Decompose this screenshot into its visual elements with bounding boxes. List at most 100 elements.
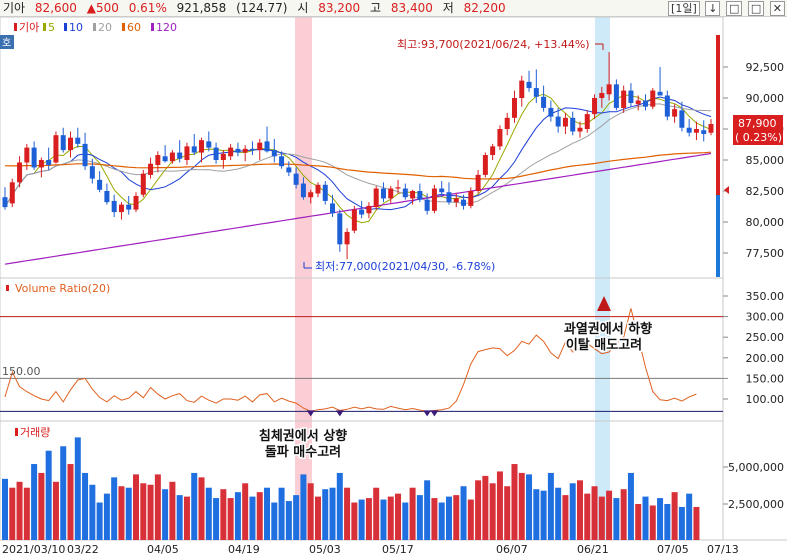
candle-body xyxy=(104,191,110,203)
candle-body xyxy=(548,107,554,117)
volume-bar xyxy=(67,464,74,540)
volume-ratio-tick-label: 300.00 xyxy=(746,311,785,324)
price-tick-label: 77,500 xyxy=(746,247,785,260)
candle-body xyxy=(642,100,648,107)
volume-bar xyxy=(431,498,438,540)
volume-bar xyxy=(562,495,569,540)
window-controls: [1일] ↓ □ □ ✕ xyxy=(666,0,785,17)
volume-bar xyxy=(89,484,96,540)
candle-body xyxy=(446,192,452,203)
candle-body xyxy=(533,88,539,97)
date-tick-label: 07/05 xyxy=(657,543,689,556)
volume-bar xyxy=(489,483,496,540)
low-label: 저 xyxy=(442,1,454,15)
legend-swatch xyxy=(64,23,67,31)
candle-body xyxy=(664,95,670,117)
volume-bar xyxy=(242,483,249,540)
volume-bar xyxy=(533,489,540,540)
date-tick-label: 07/13 xyxy=(707,543,739,556)
volume-bar xyxy=(285,501,292,540)
candle-body xyxy=(351,209,357,231)
volume-ratio-tick-label: 100.00 xyxy=(746,393,785,406)
volume-ratio-ref-label: 150.00 xyxy=(2,365,41,378)
volume-tick-label: 2,500,000 xyxy=(728,498,784,511)
candle-body xyxy=(679,110,685,128)
volume-ratio-title: Volume Ratio(20) xyxy=(15,282,110,295)
candle-body xyxy=(628,90,634,103)
candle-body xyxy=(453,198,459,203)
restore-icon[interactable]: □ xyxy=(725,1,743,16)
volume-bar xyxy=(147,484,154,540)
period-selector-button[interactable]: [1일] xyxy=(668,1,700,16)
candle-body xyxy=(162,156,168,162)
price-legend: 기아 5 10 20 60 120 xyxy=(14,21,177,34)
volume-bar xyxy=(198,477,205,540)
candle-body xyxy=(490,146,496,156)
volume-bar xyxy=(191,472,198,540)
candle-body xyxy=(366,205,372,214)
candle-body xyxy=(431,188,437,211)
oversold-marker-icon xyxy=(423,410,432,417)
candle-body xyxy=(235,148,241,153)
candle-body xyxy=(439,188,445,193)
candle-body xyxy=(322,184,328,201)
volume-bar xyxy=(438,502,445,540)
candle-body xyxy=(693,129,699,133)
volume-legend-marker xyxy=(15,428,18,436)
volume-bar xyxy=(351,502,358,540)
close-icon[interactable]: ✕ xyxy=(769,1,785,16)
volume-bar xyxy=(576,480,583,540)
candle-body xyxy=(570,117,576,132)
volume-bar xyxy=(496,471,503,540)
volume-bar xyxy=(598,496,605,540)
volume-bar xyxy=(693,506,700,540)
candle-body xyxy=(708,124,714,133)
volume-bar xyxy=(424,480,431,540)
candle-body xyxy=(417,191,423,200)
candle-body xyxy=(555,116,561,127)
current-percent-label: ( 0.23%) xyxy=(735,131,782,144)
current-price-box xyxy=(733,115,783,145)
candle-body xyxy=(468,191,474,206)
volume-ratio-line xyxy=(4,308,697,412)
volume-bar xyxy=(467,499,474,540)
date-x-axis: 2021/03/10 03/22 04/05 04/19 05/03 05/17 06/07… xyxy=(2,543,739,556)
open-label: 시 xyxy=(297,1,309,15)
candle-body xyxy=(271,150,277,157)
volume-bar xyxy=(569,483,576,540)
price-tick-label: 90,000 xyxy=(746,92,785,105)
volume-bar xyxy=(16,481,23,540)
volume-bar xyxy=(460,486,467,540)
candle-body xyxy=(300,183,306,198)
volume-bar xyxy=(38,472,45,540)
trade-volume: 921,858 xyxy=(176,1,227,15)
candle-body xyxy=(46,160,52,165)
volume-bar xyxy=(547,472,554,540)
volume-bar xyxy=(591,486,598,540)
candle-body xyxy=(249,148,255,151)
volume-bar xyxy=(220,489,227,540)
candle-body xyxy=(220,153,226,160)
candle-body xyxy=(97,179,103,190)
volume-bar xyxy=(300,474,307,540)
volume-bar xyxy=(635,504,642,540)
oversold-marker-icon xyxy=(335,410,344,417)
candle-body xyxy=(257,142,263,151)
legend-swatch xyxy=(14,23,17,31)
maximize-icon[interactable]: □ xyxy=(747,1,765,16)
date-tick-label: 05/17 xyxy=(382,543,414,556)
volume-title: 거래량 xyxy=(20,426,50,439)
price-tick-label: 92,500 xyxy=(746,61,785,74)
candle-body xyxy=(577,127,583,132)
candle-body xyxy=(17,162,23,183)
volume-bar xyxy=(322,489,329,540)
current-price-label: 87,900 xyxy=(738,117,777,130)
volume-bar xyxy=(380,499,387,540)
candle-body xyxy=(148,163,154,175)
candle-body xyxy=(388,188,394,199)
candle-body xyxy=(155,155,161,165)
volume-y-axis: 5,000,000 2,500,000 xyxy=(723,461,784,511)
scroll-down-icon[interactable]: ↓ xyxy=(705,1,721,16)
candle-body xyxy=(126,204,132,210)
